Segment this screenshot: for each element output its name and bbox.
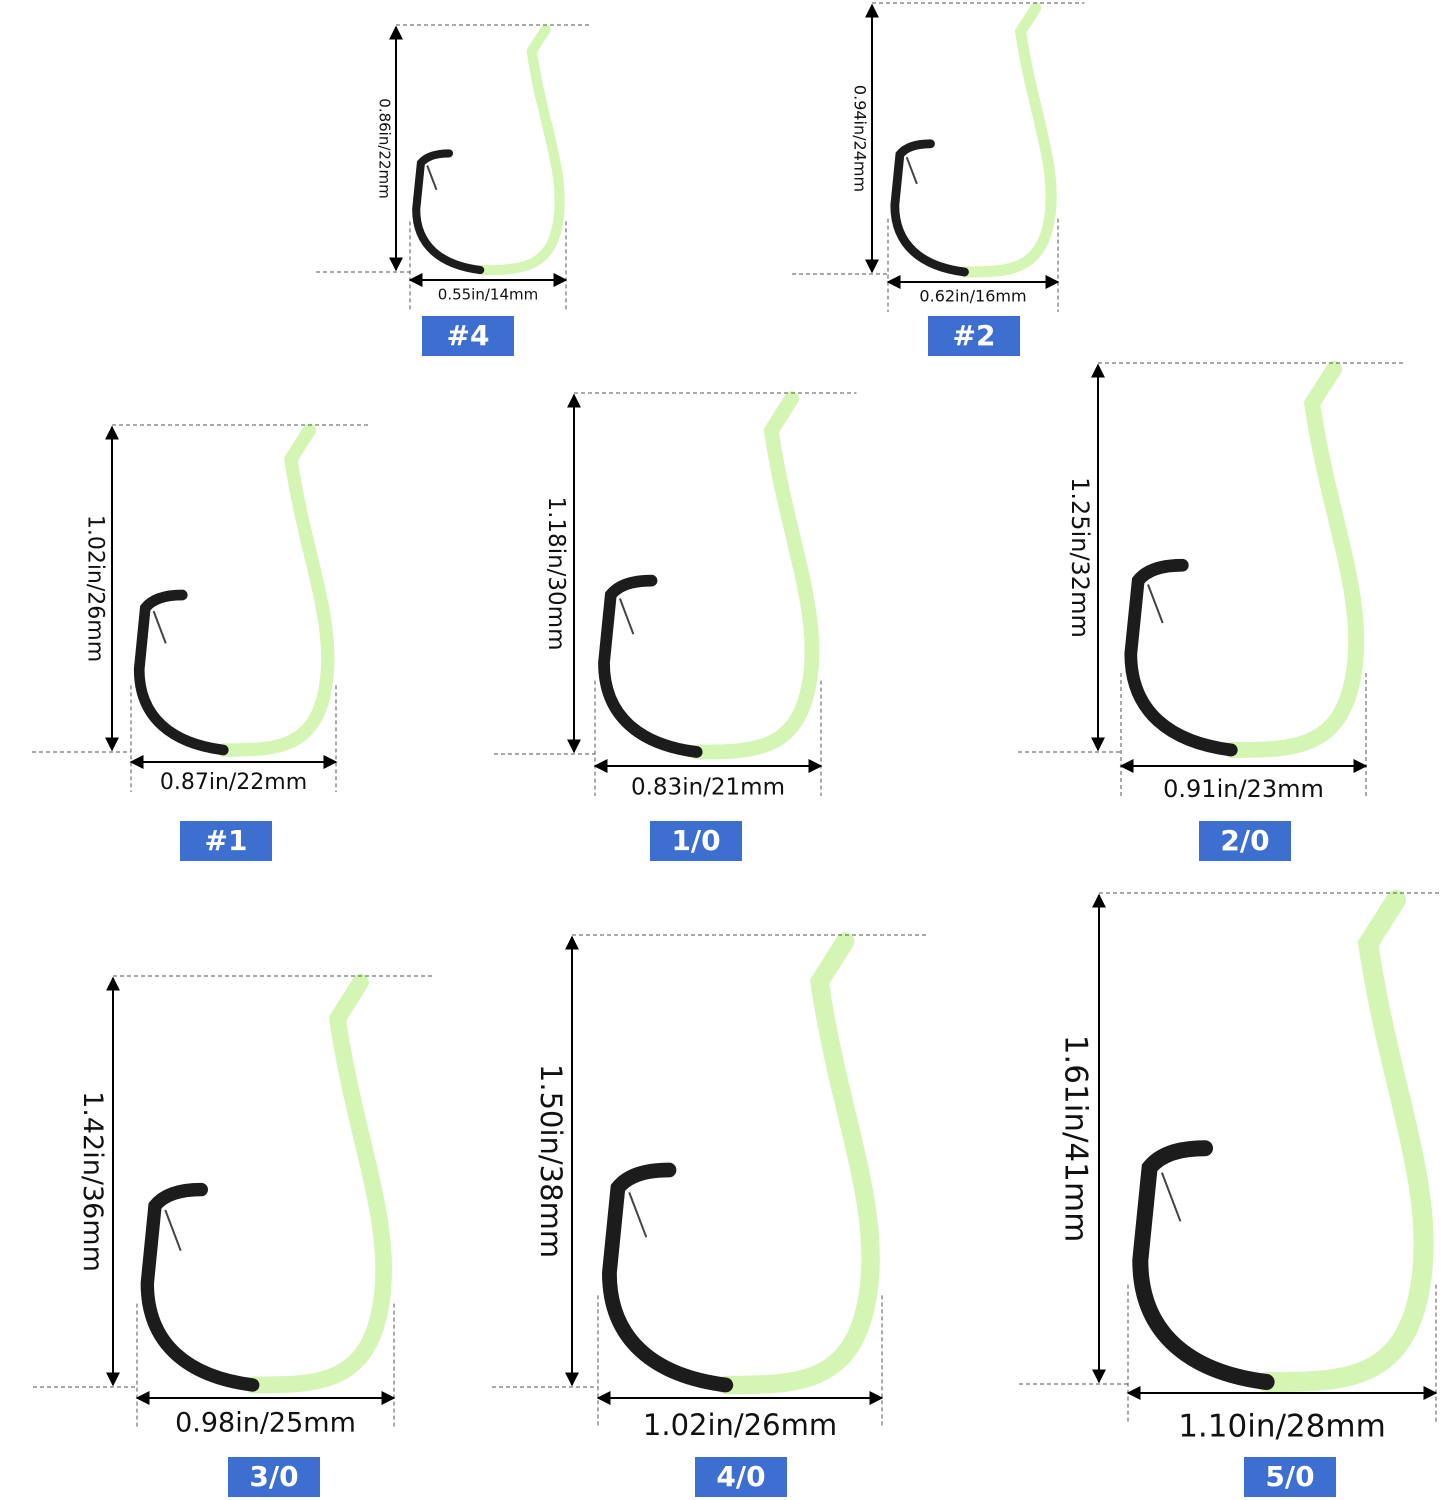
hook-tip: [602, 1162, 734, 1393]
hook-item: 0.94in/24mm 0.62in/16mm #2: [792, 2, 1085, 356]
hook-barb: [152, 610, 167, 644]
hook-shank: [1223, 360, 1365, 758]
hook-shank: [1256, 889, 1434, 1393]
size-label: 2/0: [1220, 824, 1269, 857]
size-label: 1/0: [671, 824, 720, 857]
height-label: 0.86in/22mm: [376, 98, 394, 198]
hook-item: 1.18in/30mm 0.83in/21mm 1/0: [494, 391, 857, 861]
size-label: #1: [205, 824, 248, 857]
size-label: 5/0: [1265, 1460, 1314, 1493]
size-badge: [228, 1457, 320, 1497]
size-label: 4/0: [716, 1460, 765, 1493]
hook-item: 1.42in/36mm 0.98in/25mm 3/0: [33, 973, 435, 1497]
width-label: 0.91in/23mm: [1163, 775, 1324, 803]
size-badge: [695, 1457, 787, 1497]
hook-tip: [890, 139, 969, 277]
hook-barb: [1147, 584, 1164, 624]
width-label: 0.83in/21mm: [631, 775, 785, 801]
width-label: 0.55in/14mm: [438, 286, 538, 304]
size-badge: [422, 316, 514, 356]
hook-barb: [164, 1209, 182, 1252]
hook-item: 1.25in/32mm 0.91in/23mm 2/0: [1018, 360, 1405, 861]
height-label: 0.94in/24mm: [851, 85, 870, 192]
hook-tip: [598, 574, 703, 758]
size-badge: [928, 316, 1020, 356]
hook-tip: [1132, 1140, 1275, 1391]
height-label: 1.18in/30mm: [543, 496, 569, 650]
hook-item: 1.02in/26mm 0.87in/22mm #1: [32, 423, 369, 861]
hook-tip: [412, 149, 485, 275]
hook-barb: [1160, 1172, 1182, 1222]
height-label: 1.50in/38mm: [534, 1064, 568, 1258]
width-label: 0.62in/16mm: [919, 287, 1026, 306]
hook-tip: [133, 589, 229, 756]
size-label: #4: [447, 319, 490, 352]
hook-barb: [426, 165, 438, 191]
hook-item: 1.50in/38mm 1.02in/26mm 4/0: [492, 932, 927, 1497]
hook-item: 1.61in/41mm 1.10in/28mm 5/0: [1019, 889, 1441, 1497]
hook-barb: [905, 156, 918, 185]
hook-tip: [1124, 558, 1238, 757]
size-badge: [1244, 1457, 1336, 1497]
size-badge: [180, 821, 272, 861]
hook-barb: [628, 1192, 648, 1238]
hook-shank: [689, 391, 820, 760]
height-label: 1.61in/41mm: [1058, 1035, 1094, 1243]
height-label: 1.42in/36mm: [77, 1091, 108, 1272]
hook-shank: [475, 24, 565, 276]
hook-item: 0.86in/22mm 0.55in/14mm #4: [316, 24, 591, 356]
width-label: 1.02in/26mm: [643, 1408, 837, 1442]
hook-shank: [216, 423, 335, 757]
hook-tip: [140, 1182, 260, 1392]
size-badge: [1199, 821, 1291, 861]
height-label: 1.25in/32mm: [1066, 477, 1094, 638]
hook-shank: [244, 973, 392, 1394]
size-badge: [650, 821, 742, 861]
width-label: 0.98in/25mm: [175, 1408, 356, 1439]
size-label: 3/0: [249, 1460, 298, 1493]
hook-barb: [618, 598, 635, 635]
width-label: 1.10in/28mm: [1178, 1409, 1386, 1445]
hook-shank: [958, 2, 1057, 278]
width-label: 0.87in/22mm: [160, 770, 307, 795]
height-label: 1.02in/26mm: [82, 515, 107, 662]
size-label: #2: [953, 319, 996, 352]
hook-shank: [716, 932, 880, 1395]
